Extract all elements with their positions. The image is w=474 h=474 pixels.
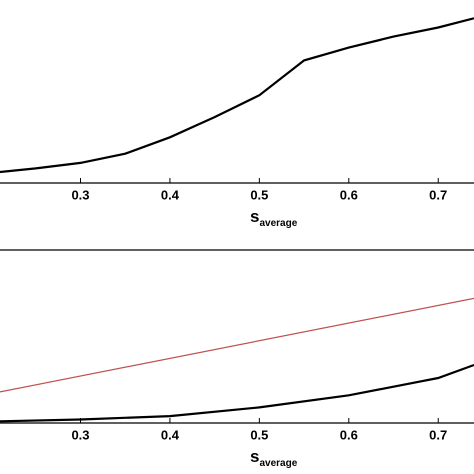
x-tick-label: 0.5 <box>250 187 268 202</box>
x-tick-label: 0.4 <box>161 187 180 202</box>
x-axis-label: saverage <box>250 447 298 468</box>
data-line <box>0 297 474 393</box>
x-tick-label: 0.7 <box>429 427 447 442</box>
x-tick-label: 0.5 <box>250 427 268 442</box>
data-line <box>0 363 474 423</box>
x-label-sub: average <box>259 458 297 469</box>
x-tick-label: 0.7 <box>429 187 447 202</box>
x-tick-label: 0.6 <box>340 427 358 442</box>
x-tick-label: 0.3 <box>71 187 89 202</box>
data-line <box>0 17 474 174</box>
x-tick-label: 0.6 <box>340 187 358 202</box>
x-tick-label: 0.3 <box>71 427 89 442</box>
x-label-main: s <box>250 207 259 226</box>
x-label-sub: average <box>259 218 297 229</box>
x-axis-label: saverage <box>250 207 298 228</box>
x-tick-label: 0.4 <box>161 427 180 442</box>
x-label-main: s <box>250 447 259 466</box>
